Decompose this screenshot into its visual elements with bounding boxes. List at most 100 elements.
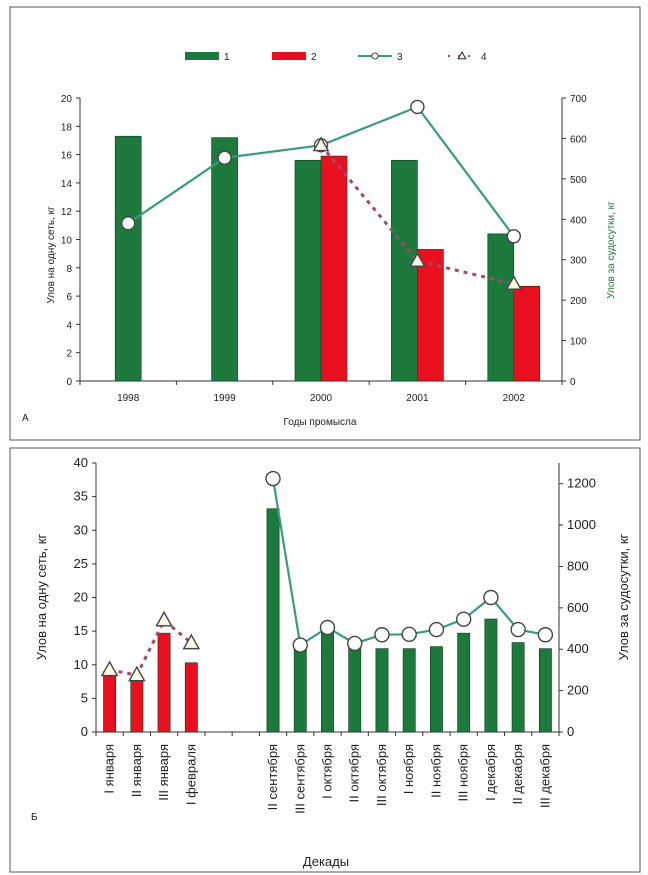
panel-a-x-tick-label: 1999 [213, 393, 236, 404]
panel-b-circle-point [292, 637, 308, 653]
panel-b-y-left-tick-label: 10 [74, 657, 88, 672]
panel-b-bar [457, 632, 471, 733]
panel-a-circle-point [410, 99, 425, 115]
panel-a-circle-point [506, 229, 521, 244]
panel-b-bar [538, 648, 552, 733]
panel-b-x-tick-label: II января [129, 744, 144, 797]
legend-label-series-2: 2 [311, 52, 317, 63]
legend-label-series-4: 4 [481, 52, 487, 63]
panel-a-plot: 0246810121416182001002003004005006007001… [61, 50, 587, 404]
panel-b-triangle-point [128, 665, 146, 682]
panel-a-triangle-point [409, 251, 426, 267]
panel-b-y-right-tick-label: 1200 [567, 476, 596, 491]
panel-b-y-right-tick-label: 1000 [567, 517, 596, 532]
panel-a-y-left-tick-label: 18 [61, 122, 73, 133]
panel-b-bar [321, 628, 334, 733]
panel-b-bar [511, 642, 525, 733]
panel-a-y-right-tick-label: 100 [570, 337, 587, 348]
panel-a-y-left-tick-label: 20 [61, 94, 73, 105]
panel-b-bar [430, 646, 443, 733]
panel-a-bar [417, 249, 444, 382]
panel-a-y-right-title: Улов за судосутки, кг [606, 201, 617, 299]
panel-b-x-tick-label: I ноября [401, 744, 416, 794]
panel-b-x-tick-label: I января [102, 744, 117, 794]
panel-b-y-left-tick-label: 20 [74, 590, 88, 605]
panel-a-bar [114, 135, 142, 382]
panel-b-x-tick-label: III ноября [456, 744, 471, 801]
legend-marker-series-4 [457, 50, 467, 60]
panel-b-y-left-tick-label: 5 [81, 690, 88, 705]
panel-b-y-right-tick-label: 400 [567, 641, 589, 656]
panel-a-x-axis-title: Годы промысла [284, 417, 357, 428]
panel-b-x-tick-label: III декабря [537, 744, 552, 808]
legend-swatch-series-2 [272, 52, 306, 60]
panel-a-y-left-tick-label: 14 [61, 179, 73, 190]
panel-a-y-left-tick-label: 4 [66, 320, 72, 331]
panel-a-x-tick-label: 2002 [503, 393, 526, 404]
panel-b-x-axis-title: Декады [303, 854, 349, 869]
panel-a-y-right-tick-label: 700 [570, 94, 587, 105]
panel-b-y-left-tick-label: 0 [81, 724, 88, 739]
panel-b-circle-point [455, 611, 472, 627]
panel-b-y-left-title: Улов на одну сеть, кг [34, 534, 49, 661]
legend-marker-series-3 [371, 52, 379, 60]
panel-b-x-tick-label: I октября [320, 744, 335, 799]
panel-a-y-left-tick-label: 16 [61, 151, 73, 162]
panel-b-bar [103, 671, 117, 733]
panel-b-triangle-point [182, 633, 201, 650]
panel-b-circle-point [428, 621, 445, 638]
panel-b-circle-point [265, 470, 281, 487]
panel-a-y-left-tick-label: 8 [66, 264, 72, 275]
panel-b-y-left-tick-label: 40 [74, 455, 88, 470]
panel-a-y-right-tick-label: 200 [570, 296, 587, 307]
panel-a-y-right-tick-label: 300 [570, 256, 587, 267]
panel-b-bar [348, 647, 362, 733]
panel-a-bar [513, 285, 541, 382]
panel-b-x-tick-label: III января [156, 744, 171, 801]
panel-b-bar [130, 680, 144, 733]
legend-label-series-3: 3 [397, 52, 403, 63]
panel-a-y-right-tick-label: 600 [570, 134, 587, 145]
panel-a-y-left-tick-label: 10 [61, 236, 73, 247]
legend-label-series-1: 1 [224, 52, 230, 63]
legend-swatch-series-1 [185, 52, 219, 60]
panel-b-y-right-title: Улов за судосутки, кг [616, 533, 631, 660]
panel-a-bar [294, 159, 322, 382]
panel-a-bar [211, 137, 238, 382]
panel-b-circle-point [319, 619, 336, 636]
panel-a-triangle-point [505, 275, 523, 290]
panel-a-y-right-tick-label: 400 [570, 215, 587, 226]
panel-b-bar [157, 632, 171, 733]
panel-b-x-tick-label: II октября [347, 744, 362, 802]
panel-a-y-left-tick-label: 12 [61, 207, 73, 218]
panel-b-x-tick-label: III сентября [292, 744, 307, 814]
panel-a-bar [391, 159, 418, 382]
panel-b-x-tick-label: II ноября [428, 744, 443, 798]
panel-b-y-left-tick-label: 30 [74, 522, 88, 537]
panel-b-y-right-tick-label: 600 [567, 600, 589, 615]
panel-b-circle-point [510, 621, 526, 638]
panel-a-y-right-tick-label: 500 [570, 175, 587, 186]
panel-b-y-right-tick-label: 800 [567, 558, 589, 573]
panel-b-circle-point [347, 635, 363, 652]
panel-b-bar [266, 508, 280, 733]
panel-b-circle-point [374, 627, 390, 643]
panel-a-y-left-tick-label: 6 [66, 292, 72, 303]
panel-b-y-left-tick-label: 25 [74, 556, 88, 571]
panel-a-triangle-point [312, 136, 330, 152]
panel-b-y-right-tick-label: 0 [567, 724, 574, 739]
panel-b-x-tick-label: I декабря [483, 744, 498, 801]
panel-b-triangle-point [100, 660, 119, 677]
panel-a-letter: А [22, 413, 29, 424]
panel-a-y-right-tick-label: 0 [570, 377, 576, 388]
panel-a-y-left-tick-label: 2 [66, 349, 72, 360]
panel-b-y-right-tick-label: 200 [567, 683, 589, 698]
panel-b-x-tick-label: I февраля [183, 744, 198, 805]
panel-a-x-tick-label: 2001 [406, 393, 429, 404]
panel-a-bar [487, 233, 515, 382]
panel-b-x-tick-label: II декабря [510, 744, 525, 804]
panel-a-x-tick-label: 1998 [117, 393, 140, 404]
panel-a-x-tick-label: 2000 [310, 393, 333, 404]
